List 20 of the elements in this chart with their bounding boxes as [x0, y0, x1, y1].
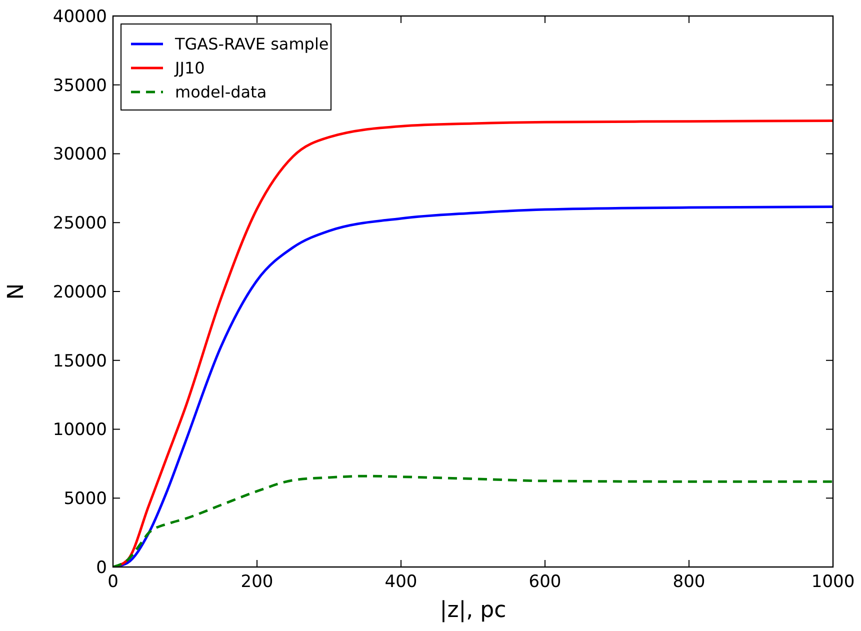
legend-label: TGAS-RAVE sample — [174, 34, 329, 54]
y-tick-label: 25000 — [52, 214, 107, 234]
x-tick-label: 1000 — [811, 572, 855, 592]
y-tick-label: 35000 — [52, 76, 107, 96]
y-tick-label: 5000 — [64, 489, 107, 510]
x-tick-label: 200 — [240, 572, 274, 592]
y-tick-label: 40000 — [52, 6, 107, 27]
y-tick-label: 0 — [96, 558, 107, 578]
y-tick-label: 10000 — [52, 420, 107, 440]
x-axis-title: |z|, pc — [440, 598, 506, 623]
y-tick-label: 30000 — [52, 144, 107, 165]
y-tick-label: 20000 — [52, 282, 107, 302]
x-tick-label: 800 — [672, 572, 706, 592]
x-tick-label: 400 — [384, 572, 418, 592]
legend-label: JJ10 — [174, 58, 205, 78]
line-series — [113, 474, 833, 567]
x-tick-label: 600 — [528, 572, 562, 592]
legend-label: model-data — [175, 82, 267, 102]
y-axis-title: N — [4, 283, 29, 300]
y-tick-label: 15000 — [52, 351, 107, 372]
